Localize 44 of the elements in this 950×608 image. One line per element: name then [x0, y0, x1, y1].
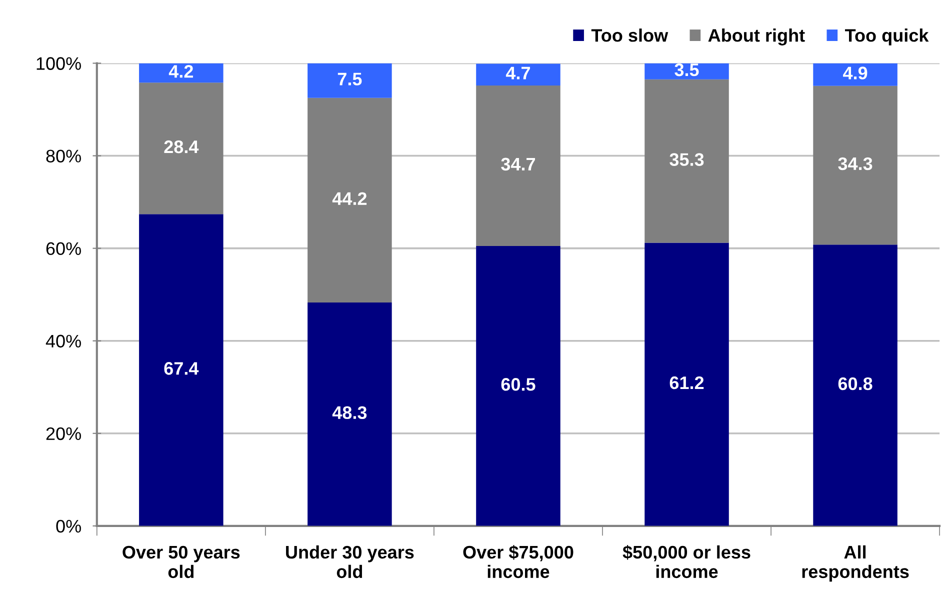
data-label: 28.4 — [164, 140, 199, 154]
bar — [644, 63, 729, 80]
bar — [644, 79, 729, 243]
data-label: 60.5 — [501, 378, 536, 391]
y-tick-label: 0% — [56, 520, 81, 533]
data-label: 35.3 — [670, 153, 704, 166]
data-label: 61.2 — [670, 376, 704, 390]
data-label: 7.5 — [338, 72, 362, 86]
bar — [308, 98, 392, 302]
x-tick-label: Over $75,000 income — [463, 545, 574, 578]
data-label: 60.8 — [838, 377, 872, 390]
bar — [308, 302, 392, 526]
bar — [476, 85, 560, 246]
y-tick-label: 100% — [36, 57, 81, 70]
y-tick-label: 40% — [46, 334, 81, 348]
data-label: 4.9 — [843, 66, 868, 80]
data-label: 44.2 — [332, 192, 367, 205]
bar — [476, 64, 560, 86]
data-label: 34.7 — [501, 158, 536, 171]
bar — [476, 246, 560, 526]
data-label: 3.5 — [674, 63, 699, 76]
x-tick-label: Under 30 years old — [286, 545, 414, 578]
data-label: 48.3 — [332, 406, 367, 420]
y-tick-label: 80% — [46, 150, 81, 162]
legend-label: Too slow — [591, 28, 668, 42]
x-tick-label: $50,000 or less income — [622, 545, 750, 578]
bar — [813, 86, 898, 245]
bar — [644, 242, 729, 526]
data-label: 4.7 — [506, 66, 530, 80]
y-tick-label: 20% — [46, 427, 81, 440]
data-label: 67.4 — [164, 362, 199, 375]
bar — [139, 214, 224, 526]
bar — [308, 63, 392, 98]
bar — [139, 82, 224, 214]
bar — [813, 63, 898, 86]
data-label: 34.3 — [838, 157, 872, 170]
bar — [813, 244, 898, 526]
legend-label: Too quick — [845, 28, 929, 46]
x-tick-label: Over 50 years old — [122, 546, 240, 578]
bar — [139, 63, 224, 83]
x-tick-label: All respondents — [802, 545, 909, 582]
legend-label: About right — [708, 28, 805, 46]
data-label: 4.2 — [168, 65, 193, 78]
y-tick-label: 60% — [46, 242, 81, 256]
